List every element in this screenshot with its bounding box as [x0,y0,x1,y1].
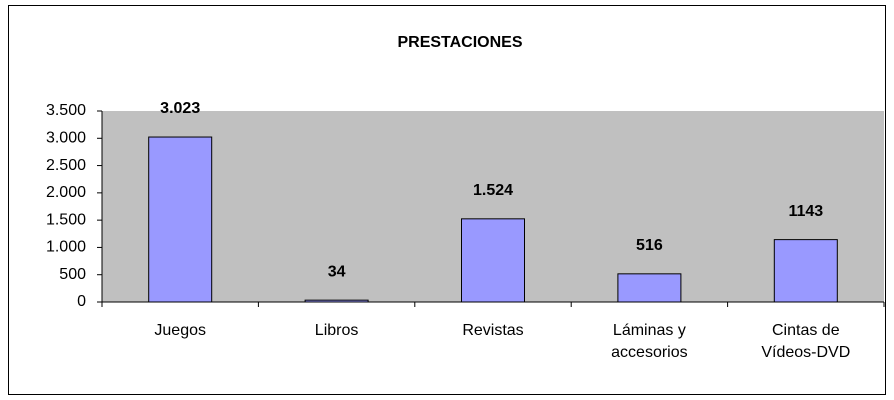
bar [773,239,838,303]
y-tick-label: 1.000 [46,239,86,256]
bar [148,136,213,303]
data-label: 1.524 [473,182,513,199]
data-label: 34 [328,263,346,280]
bar [461,218,525,303]
y-tick-label: 1.500 [46,211,86,228]
bar [304,299,369,303]
data-label: 516 [636,237,663,254]
y-tick-label: 2.000 [46,184,86,201]
y-tick-label: 0 [77,293,86,310]
data-label: 3.023 [160,100,200,117]
x-tick-label: Libros [314,322,359,339]
y-tick-label: 500 [59,266,86,283]
x-tick-label: Revistas [462,322,524,339]
y-tick-label: 2.500 [46,157,86,174]
bar [617,273,682,303]
x-tick-label: Cintas de Vídeos-DVD [761,322,851,361]
x-tick-label: Juegos [154,322,206,339]
x-tick-label: Láminas y accesorios [611,322,688,361]
chart-title: PRESTACIONES [397,34,522,51]
data-label: 1143 [788,203,823,220]
y-tick-label: 3.500 [46,102,86,119]
y-tick-label: 3.000 [46,130,86,147]
